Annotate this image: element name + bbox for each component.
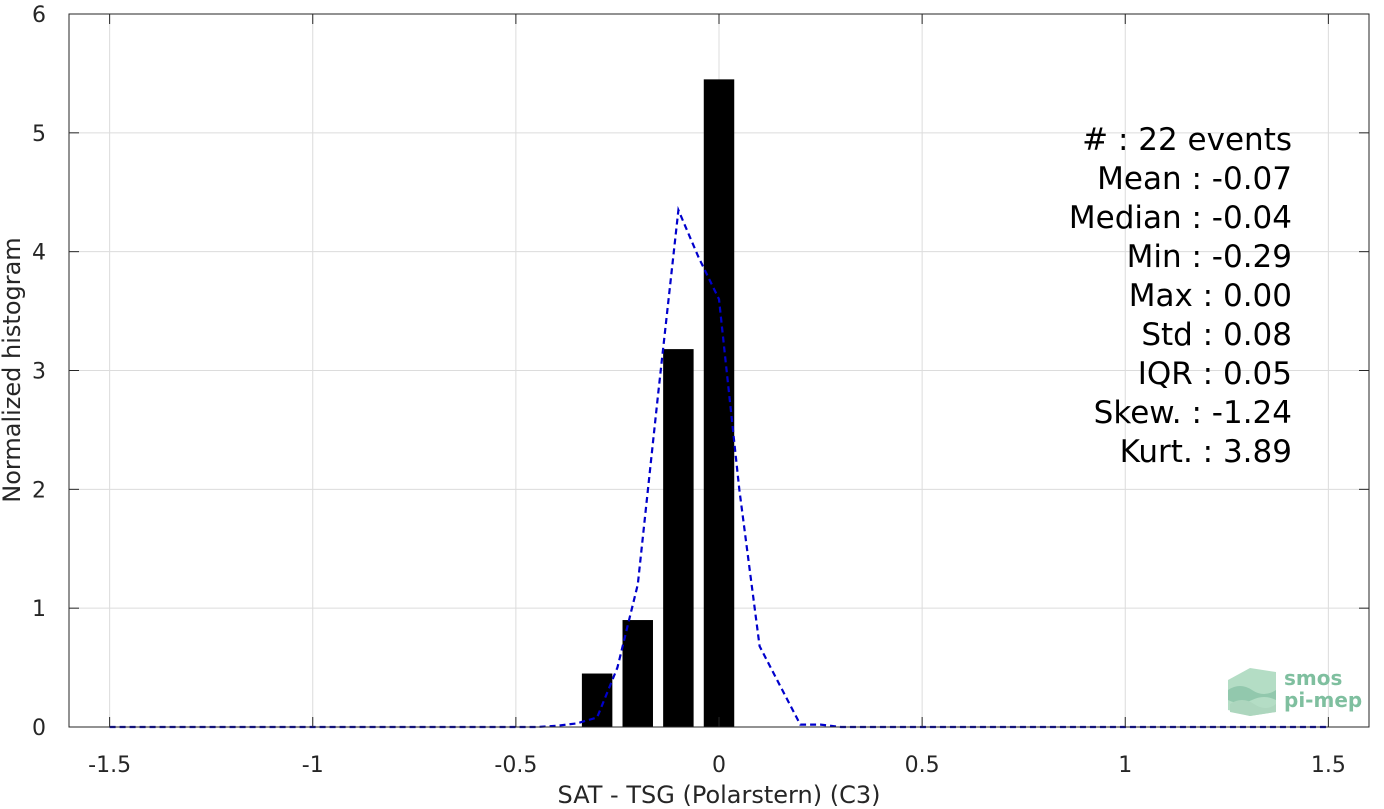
stats-line-0: # : 22 events xyxy=(1082,122,1292,158)
y-tick-label-4: 4 xyxy=(32,241,46,266)
histogram-bar-3 xyxy=(703,79,735,727)
stats-line-5: Std : 0.08 xyxy=(1141,317,1292,353)
logo-line1: smos xyxy=(1284,666,1342,690)
x-tick-label-3: 0 xyxy=(712,753,726,778)
x-tick-label-0: -1.5 xyxy=(88,753,131,778)
wave-icon xyxy=(1228,668,1276,716)
smos-pi-mep-logo: smos pi-mep xyxy=(1228,666,1362,716)
x-axis-label: SAT - TSG (Polarstern) (C3) xyxy=(558,781,881,809)
histogram-bars xyxy=(581,79,735,727)
y-axis-label: Normalized histogram xyxy=(0,237,26,502)
stats-line-7: Skew. : -1.24 xyxy=(1094,395,1292,431)
x-tick-label-2: -0.5 xyxy=(494,753,537,778)
histogram-bar-2 xyxy=(663,349,694,727)
x-tick-label-1: -1 xyxy=(302,753,324,778)
x-tick-label-4: 0.5 xyxy=(905,753,940,778)
logo-line2: pi-mep xyxy=(1284,688,1362,712)
y-tick-labels: 0 1 2 3 4 5 6 xyxy=(32,3,46,741)
y-tick-label-5: 5 xyxy=(32,122,46,147)
y-tick-label-6: 6 xyxy=(32,3,46,28)
axes-frame xyxy=(68,13,1370,728)
stats-line-3: Min : -0.29 xyxy=(1127,239,1292,275)
x-tick-label-5: 1 xyxy=(1118,753,1132,778)
stats-line-8: Kurt. : 3.89 xyxy=(1120,434,1292,470)
y-tick-label-2: 2 xyxy=(32,478,46,503)
fit-curve-line xyxy=(109,205,1329,729)
stats-line-4: Max : 0.00 xyxy=(1129,278,1292,314)
y-tick-label-0: 0 xyxy=(32,716,46,741)
y-tick-label-1: 1 xyxy=(32,597,46,622)
stats-line-2: Median : -0.04 xyxy=(1069,200,1292,236)
y-tick-label-3: 3 xyxy=(32,360,46,385)
fit-curve-group xyxy=(109,205,1329,729)
x-tick-label-6: 1.5 xyxy=(1311,753,1346,778)
histogram-bar-0 xyxy=(581,673,613,727)
histogram-bar-1 xyxy=(622,620,653,727)
stats-line-1: Mean : -0.07 xyxy=(1097,161,1292,197)
x-tick-labels: -1.5 -1 -0.5 0 0.5 1 1.5 xyxy=(88,753,1346,778)
stats-line-6: IQR : 0.05 xyxy=(1138,356,1292,392)
